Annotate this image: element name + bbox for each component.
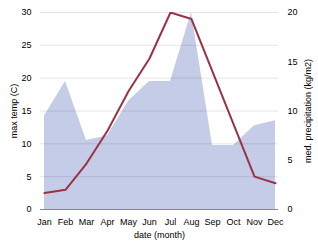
svg-text:25: 25 — [21, 40, 31, 50]
svg-text:5: 5 — [288, 155, 293, 165]
svg-text:5: 5 — [26, 172, 31, 182]
svg-text:0: 0 — [288, 204, 293, 214]
svg-text:med. precipitation (kg/m2): med. precipitation (kg/m2) — [303, 59, 313, 163]
svg-text:Mar: Mar — [79, 217, 95, 227]
svg-text:Jul: Jul — [165, 217, 177, 227]
svg-text:15: 15 — [21, 106, 31, 116]
svg-text:30: 30 — [21, 7, 31, 17]
svg-text:0: 0 — [26, 204, 31, 214]
svg-text:Nov: Nov — [246, 217, 263, 227]
svg-text:20: 20 — [21, 73, 31, 83]
svg-text:Jun: Jun — [142, 217, 157, 227]
svg-text:date (month): date (month) — [134, 230, 185, 240]
svg-text:10: 10 — [21, 139, 31, 149]
svg-text:Oct: Oct — [226, 217, 241, 227]
svg-text:Aug: Aug — [183, 217, 199, 227]
svg-text:Dec: Dec — [267, 217, 284, 227]
svg-text:10: 10 — [288, 106, 298, 116]
svg-text:20: 20 — [288, 7, 298, 17]
svg-text:Feb: Feb — [58, 217, 74, 227]
svg-text:max temp (C): max temp (C) — [9, 84, 19, 139]
svg-text:Sep: Sep — [204, 217, 220, 227]
svg-text:May: May — [120, 217, 138, 227]
svg-text:15: 15 — [288, 57, 298, 67]
svg-text:Jan: Jan — [37, 217, 52, 227]
svg-text:Apr: Apr — [100, 217, 114, 227]
